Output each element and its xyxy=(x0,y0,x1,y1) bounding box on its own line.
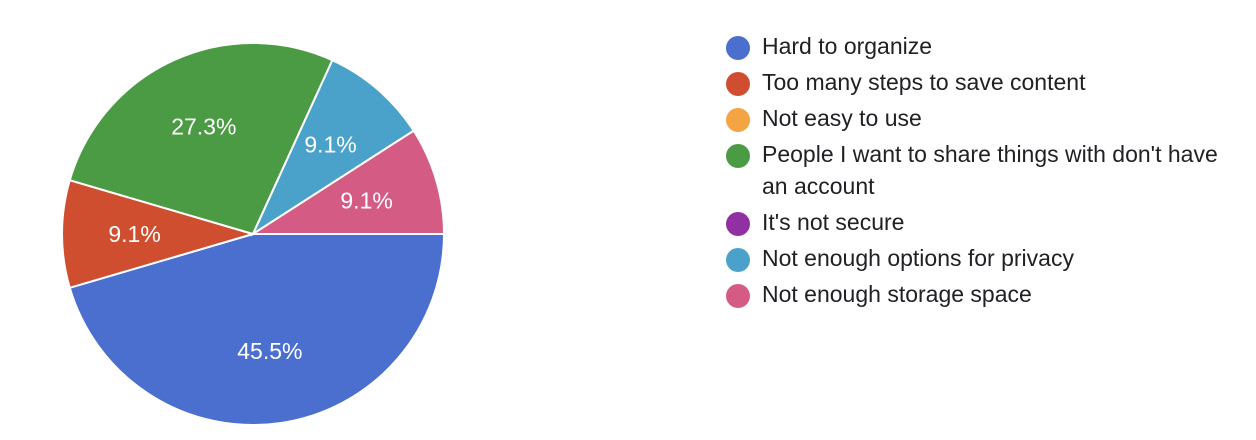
legend-label: People I want to share things with don't… xyxy=(762,141,1218,199)
legend-label: Hard to organize xyxy=(762,33,933,59)
pie-chart: 45.5% 9.1% 27.3% 9.1% 9.1% xyxy=(61,42,446,426)
pie-slice-hard-to-organize[interactable] xyxy=(68,233,446,426)
legend-swatch xyxy=(726,144,750,168)
chart-legend: Hard to organize Too many steps to save c… xyxy=(726,33,1246,318)
legend-swatch xyxy=(726,108,750,132)
pie-slice-not-enough-options-for-privacy[interactable] xyxy=(250,58,416,237)
slice-label-people-i-want-to-share-things-with-don-t-have-an-account: 27.3% xyxy=(171,113,236,139)
slice-label-not-enough-options-for-privacy: 9.1% xyxy=(304,132,356,158)
legend-swatch xyxy=(726,248,750,272)
slice-label-hard-to-organize: 45.5% xyxy=(237,338,302,364)
legend-item-hard-to-organize[interactable]: Hard to organize xyxy=(726,33,1246,62)
slice-label-too-many-steps-to-save-content: 9.1% xyxy=(108,221,160,247)
legend-item-not-enough-options-for-privacy[interactable]: Not enough options for privacy xyxy=(726,245,1246,274)
legend-label: Too many steps to save content xyxy=(762,69,1086,95)
legend-item-not-easy-to-use[interactable]: Not easy to use xyxy=(726,105,1246,134)
pie-slice-people-i-want-to-share-things-with-don-t-have-an-account[interactable] xyxy=(68,42,334,236)
legend-item-too-many-steps-to-save-content[interactable]: Too many steps to save content xyxy=(726,69,1246,98)
legend-swatch xyxy=(726,284,750,308)
legend-item-people-i-want-to-share-things-with-don-t-have-an-account[interactable]: People I want to share things with don't… xyxy=(726,141,1246,202)
legend-swatch xyxy=(726,212,750,236)
slice-label-not-enough-storage-space: 9.1% xyxy=(340,188,392,214)
legend-label: Not enough storage space xyxy=(762,281,1032,307)
legend-swatch xyxy=(726,36,750,60)
legend-item-not-enough-storage-space[interactable]: Not enough storage space xyxy=(726,281,1246,310)
legend-label: Not easy to use xyxy=(762,105,922,131)
legend-item-it-s-not-secure[interactable]: It's not secure xyxy=(726,209,1246,238)
legend-label: Not enough options for privacy xyxy=(762,245,1074,271)
pie-slice-too-many-steps-to-save-content[interactable] xyxy=(61,178,257,290)
legend-label: It's not secure xyxy=(762,209,905,235)
legend-swatch xyxy=(726,72,750,96)
pie-slice-not-enough-storage-space[interactable] xyxy=(249,129,446,235)
